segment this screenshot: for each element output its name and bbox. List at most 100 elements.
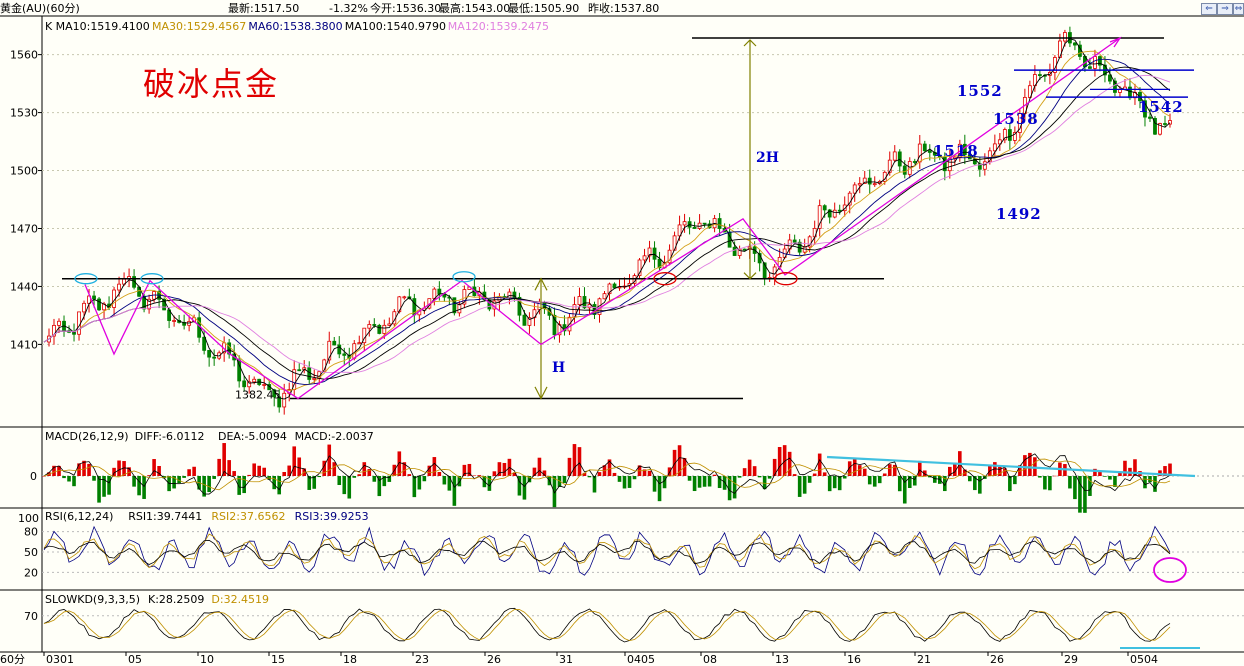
macd-bar [587,476,592,478]
macd-bar [232,471,236,476]
candle-body [847,192,852,206]
candle-body [892,151,897,161]
x-tick-label: 26 [487,653,501,666]
macd-bar [857,465,862,476]
macd-bar [787,451,792,476]
macd-bar [352,476,357,478]
kd-k-line [43,607,1171,643]
candle-body [1168,120,1172,125]
candle-body [862,177,867,184]
macd-bar [92,476,96,481]
level-label-1552: 1552 [957,82,1003,100]
macd-bar [953,462,957,476]
x-tick-label: 31 [559,653,573,666]
macd-bar [202,476,206,497]
macd-bar [472,475,477,476]
breakout-marker [653,272,677,286]
macd-bar [437,472,442,476]
macd-bar [502,462,507,476]
macd-bar [332,462,337,476]
macd-bar [317,476,322,478]
candle-body [842,204,847,212]
macd-bar [797,476,802,497]
macd-bar [922,470,927,476]
macd-bar [222,443,226,476]
candle-body [867,177,872,185]
macd-bar [1108,476,1112,480]
candle-body [517,296,522,316]
macd-bar [732,476,737,499]
macd-bar [762,476,767,490]
candle-body [1163,123,1167,125]
macd-bar [462,464,467,476]
macd-bar [157,465,161,476]
macd-bar [57,465,61,476]
x-tick-label: 21 [917,653,931,666]
macd-bar [557,476,562,487]
level-label-1518: 1518 [933,142,979,160]
candle-body [992,143,997,152]
macd-bar [407,474,412,476]
macd-bar [632,476,637,480]
period-label: 60分 [0,653,25,666]
macd-bar [442,476,447,485]
macd-bar [137,476,141,496]
candle-body [202,336,207,351]
candle-body [337,344,342,355]
rsi-legend-item: RSI(6,12,24) [45,510,113,523]
macd-bar [968,476,972,482]
last-price: 最新:1517.50 [228,1,299,15]
candle-body [612,283,617,289]
x-tick-label: 08 [703,653,717,666]
candle-body [1063,32,1067,42]
macd-y-tick: 0 [30,470,37,483]
macd-bar [1038,476,1042,478]
rsi-y-tick: 100 [18,512,39,525]
macd-bar [817,453,822,476]
candle-body [402,296,407,299]
h-arrow-head [534,386,548,400]
macd-bar [122,461,126,476]
macd-diff-line [43,453,1171,495]
candle-body [377,324,382,334]
low-price: 最低:1505.90 [508,2,579,15]
macd-bar [1008,476,1012,492]
candle-body [1012,132,1017,141]
macd-bar [387,476,392,482]
macd-bar [622,476,627,489]
macd-bar [67,476,71,482]
macd-bar [657,476,662,502]
candle-body [857,183,862,186]
candle-body [1088,66,1092,69]
x-tick-label: 18 [343,653,357,666]
x-tick-label: 0301 [46,653,74,666]
macd-bar [247,474,251,476]
macd-bar [842,476,847,479]
macd-bar [912,476,917,486]
h-arrow-head [534,277,548,291]
candle-body [387,323,392,326]
kd-d-line [43,609,1171,642]
candle-body [312,377,317,380]
macd-bar [1073,476,1077,500]
trend-zigzag [84,37,1121,400]
macd-bar [42,476,46,477]
macd-bar [382,476,387,487]
macd-bar [582,472,587,476]
kd-legend-item: K:28.2509 [148,593,204,606]
candle-body [327,340,332,361]
macd-bar [532,467,537,476]
candle-body [912,161,917,163]
x-tick-label: 05 [128,653,142,666]
macd-bar [367,469,372,476]
candle-body [97,298,101,311]
macd-bar [642,469,647,476]
macd-bar [1068,476,1072,489]
scroll-right-button[interactable]: ⇒ [1217,3,1233,15]
h2-arrow-head [743,272,757,280]
scroll-left-button[interactable]: ⇐ [1201,3,1217,15]
zoom-button[interactable]: ⇔ [1233,3,1244,15]
macd-bar [687,476,692,481]
macd-bar [937,476,942,484]
